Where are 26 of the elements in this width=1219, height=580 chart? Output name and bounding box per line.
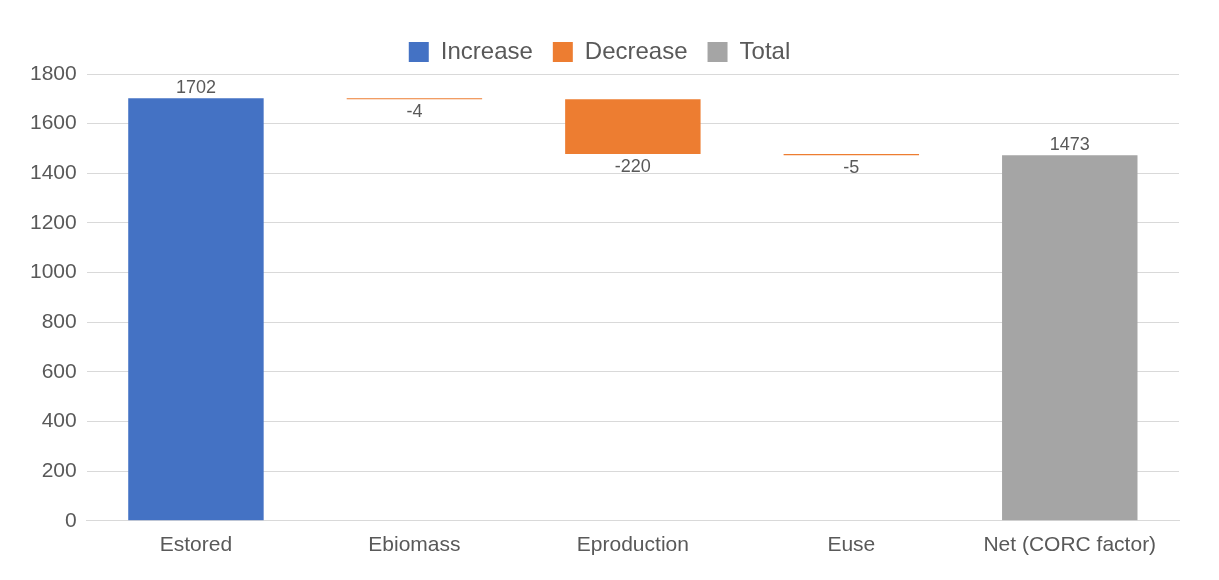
data-label: 1473 (1049, 134, 1090, 155)
x-tick-label: Euse (827, 532, 876, 556)
data-label: -5 (843, 157, 860, 178)
y-tick-label: 1400 (30, 160, 77, 184)
x-tick-label: Ebiomass (368, 532, 461, 556)
data-label: -220 (614, 155, 651, 176)
y-tick-label: 200 (41, 457, 77, 481)
x-tick-label: Eproduction (576, 532, 689, 556)
x-tick-label: Net (CORC factor) (983, 532, 1157, 556)
y-tick-label: 1600 (30, 110, 77, 134)
y-tick-label: 0 (65, 507, 77, 531)
legend-label: Increase (440, 36, 533, 64)
legend-label: Total (739, 36, 791, 64)
y-tick-label: 600 (41, 358, 77, 382)
y-tick-label: 400 (41, 408, 77, 432)
bar (1002, 155, 1138, 521)
data-label: 1702 (175, 77, 216, 98)
bar (565, 99, 701, 154)
x-tick-label: Estored (159, 532, 233, 556)
legend-label: Decrease (584, 36, 688, 64)
y-tick-label: 1200 (30, 209, 77, 233)
y-tick-label: 1800 (30, 60, 77, 84)
bar (128, 98, 264, 521)
y-tick-label: 800 (41, 309, 77, 333)
data-label: -4 (406, 101, 423, 122)
y-tick-label: 1000 (30, 259, 77, 283)
